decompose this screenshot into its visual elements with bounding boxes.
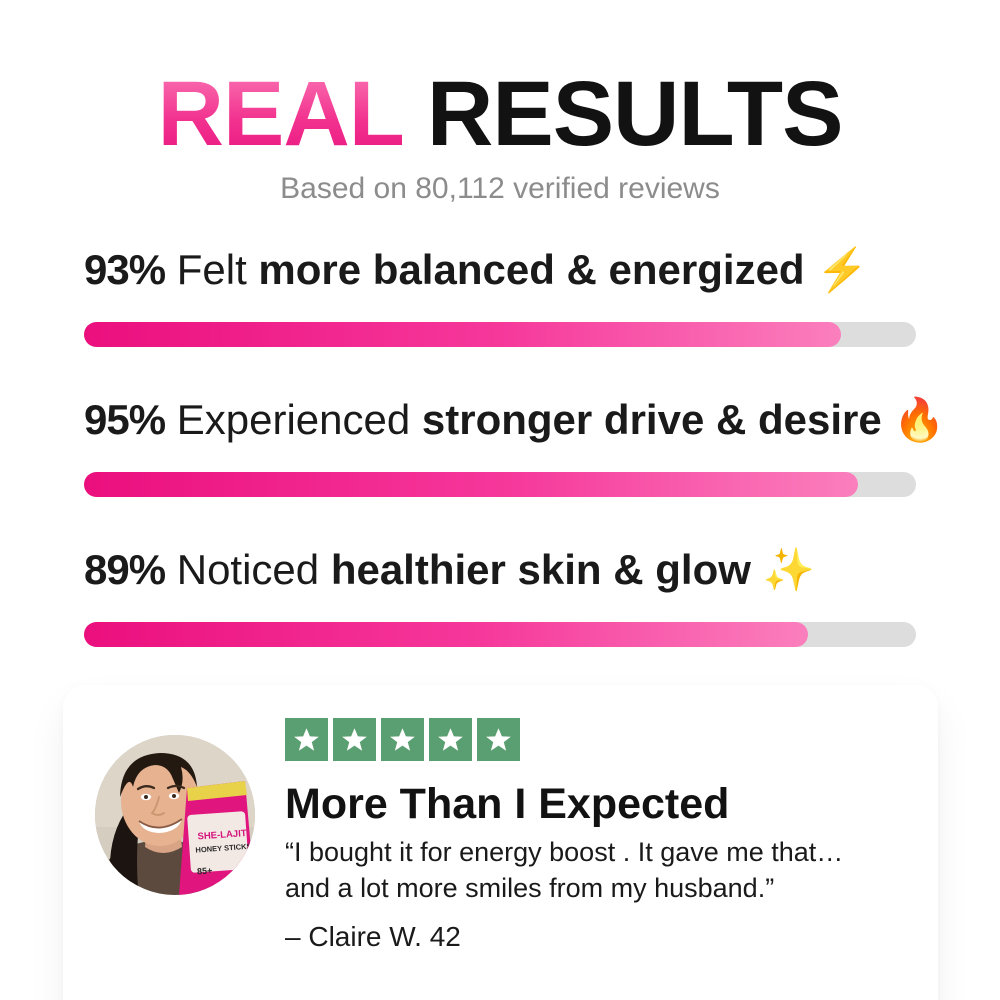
svg-text:85+: 85+ — [197, 865, 213, 876]
